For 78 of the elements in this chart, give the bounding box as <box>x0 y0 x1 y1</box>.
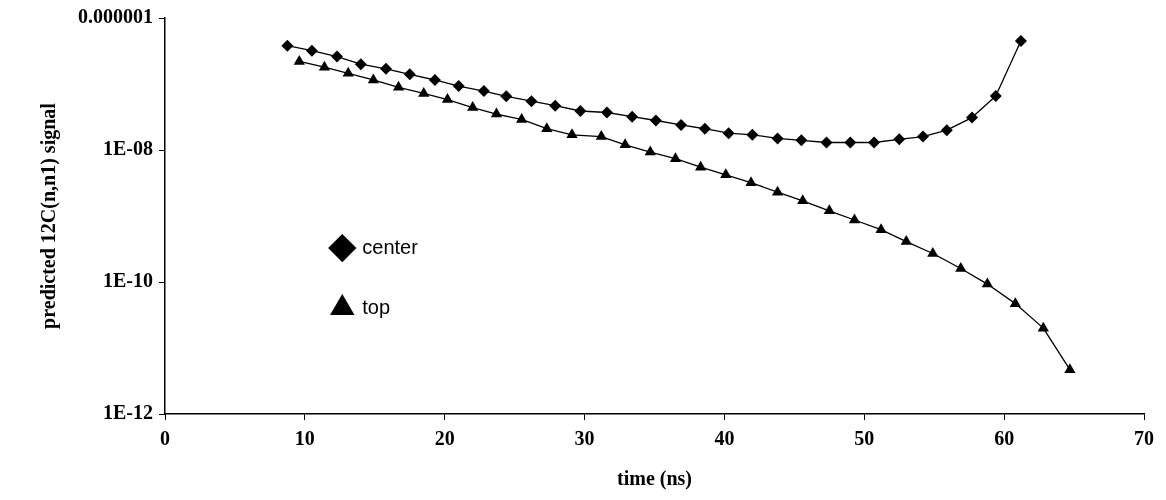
x-tick-label: 50 <box>854 427 875 450</box>
point <box>418 86 430 97</box>
point <box>428 73 441 86</box>
point <box>574 104 587 117</box>
point <box>541 122 553 132</box>
point <box>549 99 562 112</box>
point <box>844 136 857 149</box>
point <box>644 145 656 156</box>
point <box>720 168 732 179</box>
point <box>695 160 707 171</box>
point <box>1037 321 1049 332</box>
point <box>595 130 607 140</box>
point <box>965 111 978 124</box>
point <box>600 106 613 119</box>
point <box>379 62 392 75</box>
point <box>669 152 682 162</box>
point <box>500 90 513 103</box>
point <box>823 204 835 215</box>
point <box>516 112 528 123</box>
point <box>745 176 757 186</box>
point <box>893 133 906 146</box>
point <box>619 138 631 149</box>
x-tick-label: 10 <box>294 427 315 450</box>
point <box>940 124 953 137</box>
point <box>293 54 305 65</box>
point <box>477 85 490 98</box>
x-tick-label: 40 <box>714 427 735 450</box>
point <box>868 136 881 149</box>
x-tick-label: 20 <box>434 427 455 450</box>
point <box>1009 297 1021 307</box>
point <box>452 80 465 93</box>
point <box>441 93 454 103</box>
point <box>981 277 993 288</box>
point <box>746 128 759 141</box>
point <box>927 247 939 257</box>
point <box>771 132 784 145</box>
x-tick-label: 70 <box>1134 427 1154 450</box>
point <box>305 44 318 57</box>
point <box>771 185 784 196</box>
point <box>626 110 639 123</box>
point <box>820 136 833 149</box>
x-tick-label: 0 <box>160 427 170 450</box>
legend-label: top <box>362 295 391 318</box>
point <box>1064 363 1076 373</box>
point <box>281 39 294 52</box>
point <box>722 127 735 140</box>
point <box>848 213 861 224</box>
point <box>989 89 1002 102</box>
point <box>900 235 912 245</box>
x-tick-label: 30 <box>574 427 595 450</box>
point <box>875 223 887 233</box>
x-axis-title: time (ns) <box>617 467 692 491</box>
point <box>392 80 405 91</box>
point <box>331 50 344 63</box>
point <box>795 134 808 147</box>
point <box>566 128 578 139</box>
point <box>698 122 711 135</box>
point <box>403 68 416 81</box>
legend-label: center <box>362 235 419 258</box>
y-tick-label: 1E-12 <box>103 401 153 424</box>
point <box>797 194 809 205</box>
point <box>525 95 538 108</box>
point <box>318 60 331 71</box>
y-tick-label: 1E-08 <box>103 137 153 160</box>
point <box>1014 34 1027 47</box>
y-tick-label: 0.000001 <box>78 5 153 28</box>
point <box>955 262 967 272</box>
point <box>367 73 380 84</box>
point <box>917 130 930 143</box>
point <box>675 118 688 131</box>
point <box>649 114 662 127</box>
x-tick-label: 60 <box>994 427 1015 450</box>
point <box>342 66 354 77</box>
y-axis-title: predicted 12C(n,n1) signal <box>37 102 61 329</box>
point <box>354 58 367 71</box>
point <box>467 101 479 111</box>
point <box>490 107 503 118</box>
y-tick-label: 1E-10 <box>103 269 153 292</box>
